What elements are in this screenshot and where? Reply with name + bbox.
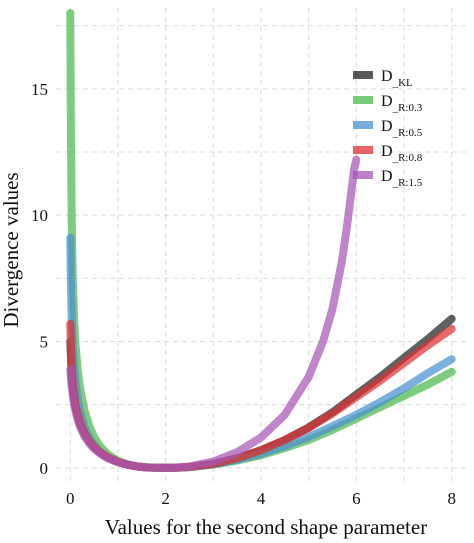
x-tick-label: 8 <box>447 489 456 508</box>
y-tick-label: 15 <box>31 80 48 99</box>
series-lines <box>66 9 456 472</box>
x-tick-label: 0 <box>66 489 75 508</box>
y-axis-title: Divergence values <box>0 172 23 327</box>
y-tick-label: 5 <box>40 333 49 352</box>
x-tick-label: 2 <box>161 489 170 508</box>
y-tick-label: 0 <box>40 459 49 478</box>
legend-label: D_R:0.5 <box>381 118 423 139</box>
x-tick-label: 6 <box>352 489 361 508</box>
legend: D_KL D_R:0.3 D_R:0.5 D_R:0.8 D_R:1.5 <box>353 68 423 189</box>
tick-labels: 0 2 4 6 8 0 5 10 15 <box>31 80 456 508</box>
x-axis-title: Values for the second shape parameter <box>105 515 427 539</box>
series-line-r-1-5 <box>66 155 361 472</box>
legend-label: D_R:1.5 <box>381 168 423 189</box>
x-tick-label: 4 <box>257 489 266 508</box>
y-tick-label: 10 <box>31 206 48 225</box>
legend-label: D_R:0.8 <box>381 143 423 164</box>
legend-label: D_KL <box>381 68 413 89</box>
legend-label: D_R:0.3 <box>381 93 423 114</box>
